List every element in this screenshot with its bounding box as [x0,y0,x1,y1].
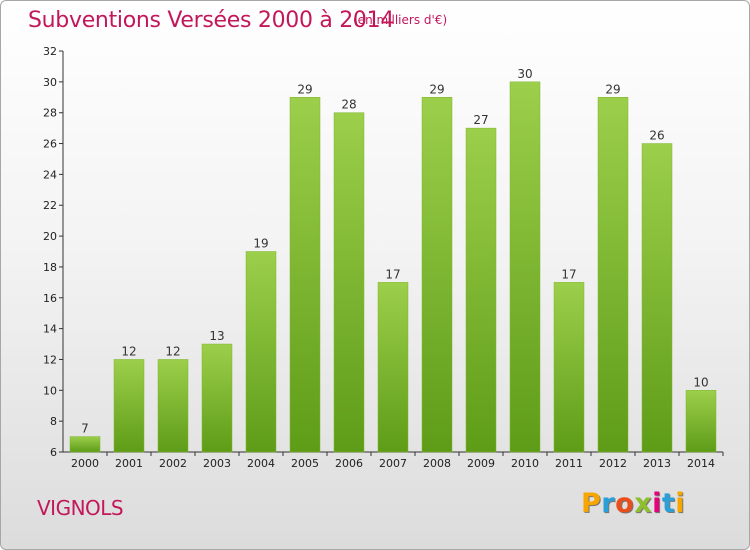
x-tick-label: 2012 [599,457,627,470]
proxiti-logo: Proxiti [581,488,685,519]
data-label: 13 [209,329,224,343]
bar [685,390,717,453]
bar [333,112,365,453]
chart-subtitle: (en milliers d'€) [353,13,448,27]
y-tick-label: 28 [43,107,57,120]
y-tick-label: 18 [43,261,57,274]
data-label: 7 [81,422,89,436]
y-tick-label: 6 [50,446,57,459]
logo-letter: P [581,488,602,519]
logo-letter: i [652,488,662,519]
chart-title: Subventions Versées 2000 à 2014 [28,8,395,33]
bar [553,282,585,453]
bar [157,359,189,453]
data-label: 29 [605,82,620,96]
x-tick-label: 2001 [115,457,143,470]
logo-letter: x [634,488,653,519]
data-label: 19 [253,237,268,251]
bar [289,97,321,453]
data-label: 29 [297,82,312,96]
commune-name: VIGNOLS [37,496,124,520]
bar [69,436,101,453]
y-tick-label: 14 [43,323,57,336]
bar [509,81,541,453]
data-label: 12 [121,344,136,358]
y-tick-label: 12 [43,353,57,366]
x-tick-label: 2004 [247,457,275,470]
data-label: 12 [165,344,180,358]
x-tick-label: 2000 [71,457,99,470]
y-tick-label: 22 [43,199,57,212]
x-tick-label: 2011 [555,457,583,470]
data-label: 17 [385,267,400,281]
logo-letter: i [675,488,686,519]
data-label: 30 [517,67,532,81]
y-tick-label: 10 [43,384,57,397]
data-label: 28 [341,98,356,112]
y-tick-label: 24 [43,168,57,181]
x-tick-label: 2006 [335,457,363,470]
x-tick-label: 2008 [423,457,451,470]
y-tick-label: 30 [43,76,57,89]
data-label: 29 [429,82,444,96]
x-tick-label: 2013 [643,457,671,470]
bar [113,359,145,453]
logo-letter: o [615,488,635,519]
x-tick-label: 2003 [203,457,231,470]
bar [201,343,233,453]
y-tick-label: 8 [50,415,57,428]
x-tick-label: 2007 [379,457,407,470]
x-tick-label: 2014 [687,457,715,470]
bar [641,143,673,453]
y-tick-label: 16 [43,292,57,305]
data-label: 10 [693,375,708,389]
logo-letter: t [661,488,676,519]
y-tick-label: 20 [43,230,57,243]
x-tick-label: 2009 [467,457,495,470]
data-label: 26 [649,129,664,143]
logo-letter: r [601,488,616,519]
y-tick-label: 26 [43,138,57,151]
bar [377,282,409,453]
data-label: 27 [473,113,488,127]
x-tick-label: 2010 [511,457,539,470]
data-label: 17 [561,267,576,281]
x-tick-label: 2002 [159,457,187,470]
y-tick-label: 32 [43,45,57,58]
bar [465,127,497,453]
bar [597,97,629,453]
x-tick-label: 2005 [291,457,319,470]
bar [245,251,277,453]
bar [421,97,453,453]
